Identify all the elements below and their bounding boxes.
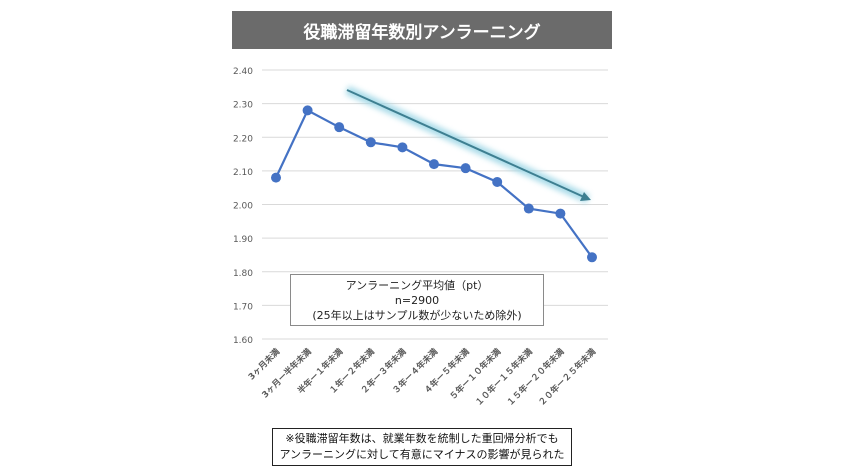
data-point	[271, 172, 281, 183]
x-tick-label: １０年ー１５年未満	[473, 346, 535, 408]
legend-line-sample-size: n=2900	[394, 294, 440, 307]
legend-line-exclusion: (25年以上はサンプル数が少ないため除外)	[312, 309, 522, 322]
chart-title: 役職滞留年数別アンラーニング	[232, 11, 612, 49]
y-tick-label: 2.30	[233, 101, 253, 111]
y-tick-label: 1.90	[233, 235, 253, 245]
data-point	[429, 159, 439, 170]
data-point	[492, 176, 503, 187]
footnote-line-2: アンラーニングに対して有意にマイナスの影響が見られた	[279, 448, 565, 461]
data-point	[460, 163, 471, 174]
data-point	[334, 122, 345, 133]
y-tick-label: 2.40	[233, 67, 253, 77]
trend-arrow	[346, 89, 585, 198]
footnote-line-1: ※役職滞留年数は、就業年数を統制した重回帰分析でも	[285, 432, 559, 445]
x-tick-label: ２０年ー２５年未満	[536, 346, 598, 408]
data-point	[523, 203, 534, 214]
y-tick-label: 1.70	[233, 302, 253, 312]
y-tick-label: 2.20	[233, 134, 253, 144]
y-tick-label: 2.00	[233, 202, 253, 212]
legend-box: アンラーニング平均値（pt） n=2900 (25年以上はサンプル数が少ないため…	[290, 274, 544, 326]
trend-arrowhead	[580, 192, 591, 201]
data-point	[587, 252, 597, 263]
y-tick-label: 1.60	[233, 336, 253, 346]
y-tick-label: 1.80	[233, 269, 253, 279]
data-point	[397, 142, 408, 153]
legend-line-series: アンラーニング平均値（pt）	[345, 279, 489, 292]
x-tick-label: １５年ー２０年未満	[505, 346, 567, 408]
data-point	[555, 208, 566, 219]
y-tick-label: 2.10	[233, 168, 253, 178]
data-point	[365, 137, 376, 148]
footnote-box: ※役職滞留年数は、就業年数を統制した重回帰分析でも アンラーニングに対して有意に…	[272, 428, 572, 466]
data-point	[302, 105, 313, 116]
